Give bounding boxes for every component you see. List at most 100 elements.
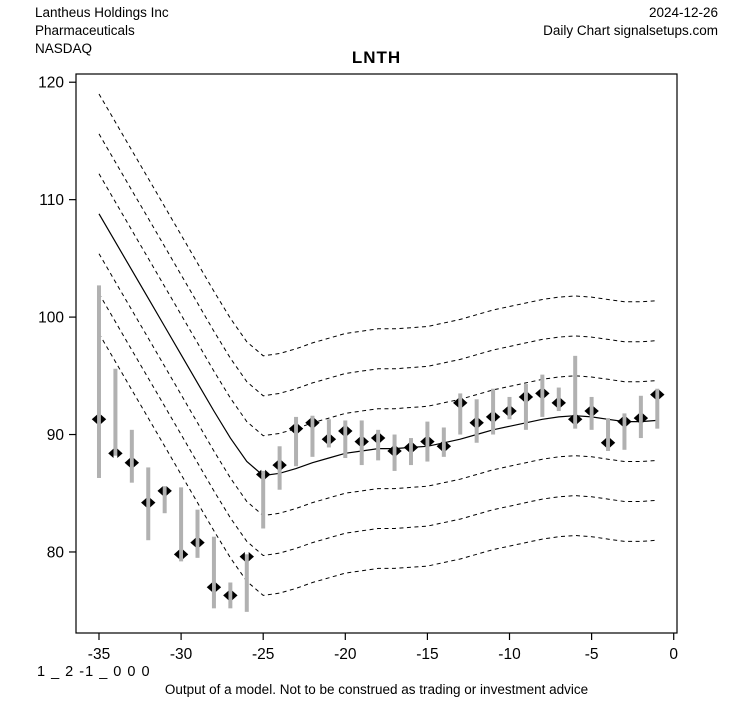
range-bar <box>179 487 184 562</box>
range-bar <box>359 420 364 466</box>
close-marker-left <box>338 426 344 436</box>
close-marker-right <box>297 423 304 434</box>
range-bar <box>523 384 528 430</box>
close-marker-left <box>551 398 557 408</box>
close-marker-left <box>403 442 410 453</box>
close-marker-left <box>354 436 360 447</box>
close-marker-left <box>387 446 393 456</box>
close-marker-right <box>150 497 156 508</box>
close-marker-left <box>370 433 377 443</box>
close-marker-right <box>478 418 484 428</box>
range-bar <box>392 434 397 471</box>
band-line <box>98 253 658 517</box>
range-bar <box>573 355 578 429</box>
close-marker-left <box>239 551 245 562</box>
range-bar <box>507 396 512 420</box>
close-marker-right <box>412 442 419 453</box>
close-marker-right <box>330 434 337 444</box>
range-bar <box>195 509 200 558</box>
close-marker-right <box>494 412 501 422</box>
disclaimer-text: Output of a model. Not to be construed a… <box>164 682 589 697</box>
range-bar <box>638 395 643 439</box>
close-marker-left <box>633 413 639 423</box>
range-bar <box>326 419 331 448</box>
close-marker-right <box>166 486 172 496</box>
plot-frame <box>75 73 678 634</box>
close-marker-right <box>659 389 665 400</box>
range-bar <box>408 438 413 466</box>
range-bar <box>622 413 627 450</box>
close-marker-left <box>288 423 295 434</box>
close-marker-right <box>232 590 238 601</box>
range-bar <box>589 396 594 430</box>
range-bar <box>441 427 446 457</box>
close-marker-left <box>173 549 180 560</box>
close-marker-right <box>265 469 271 480</box>
close-marker-right <box>199 537 205 548</box>
range-bar <box>146 467 151 541</box>
close-marker-left <box>502 406 508 416</box>
close-marker-left <box>124 458 130 468</box>
range-bar <box>474 399 479 443</box>
close-marker-right <box>380 433 386 443</box>
model-code-line: 1 _ 2 -1 _ 0 0 0 <box>37 664 151 680</box>
close-marker-right <box>626 416 632 427</box>
chart-source: Daily Chart signalsetups.com <box>543 23 718 38</box>
close-marker-left <box>321 434 327 444</box>
close-marker-left <box>453 398 459 408</box>
close-marker-right <box>314 418 320 428</box>
band-line <box>98 133 658 397</box>
y-tick-label: 90 <box>47 427 65 444</box>
close-marker-right <box>347 426 353 436</box>
x-tick-label: -15 <box>416 646 438 663</box>
close-marker-left <box>600 438 607 448</box>
ticker-title: LNTH <box>351 48 402 67</box>
range-bar <box>129 429 134 483</box>
close-marker-right <box>117 448 123 459</box>
close-marker-left <box>141 497 147 508</box>
close-marker-left <box>272 460 278 470</box>
close-marker-left <box>108 448 114 459</box>
close-marker-right <box>429 436 435 447</box>
sector-name: Pharmaceuticals <box>35 23 135 38</box>
close-marker-right <box>215 582 222 592</box>
close-marker-right <box>577 414 583 424</box>
close-marker-right <box>609 438 616 448</box>
band-line <box>98 293 658 557</box>
close-marker-left <box>223 590 229 601</box>
range-bar <box>244 554 249 612</box>
band-line <box>98 173 658 437</box>
range-bar <box>540 374 545 417</box>
close-marker-left <box>255 469 262 480</box>
close-marker-right <box>100 414 107 424</box>
x-tick-label: -10 <box>498 646 521 663</box>
range-bar <box>228 582 233 609</box>
close-marker-left <box>650 389 656 400</box>
band-line <box>98 333 658 596</box>
close-marker-right <box>593 406 599 416</box>
header-left: Lantheus Holdings Inc Pharmaceuticals NA… <box>35 4 169 58</box>
range-bar <box>425 421 430 462</box>
x-tick-label: -35 <box>88 646 110 663</box>
range-bar <box>556 387 561 412</box>
exchange-name: NASDAQ <box>35 41 93 56</box>
y-tick-label: 100 <box>38 310 64 327</box>
range-bar <box>310 415 315 457</box>
close-marker-right <box>248 551 254 562</box>
chart-date: 2024-12-26 <box>648 5 718 20</box>
range-bar <box>96 285 101 478</box>
x-tick-label: -25 <box>252 646 274 663</box>
range-bar <box>261 470 266 529</box>
range-bar <box>458 393 463 435</box>
range-bar <box>162 486 167 514</box>
close-marker-left <box>305 418 311 428</box>
header-right: 2024-12-26 Daily Chart signalsetups.com <box>543 4 718 40</box>
close-marker-right <box>396 446 402 456</box>
close-marker-right <box>462 398 468 408</box>
close-marker-right <box>560 398 566 408</box>
x-tick-label: -20 <box>334 646 357 663</box>
x-tick-label: -30 <box>170 646 193 663</box>
range-bar <box>655 388 660 429</box>
